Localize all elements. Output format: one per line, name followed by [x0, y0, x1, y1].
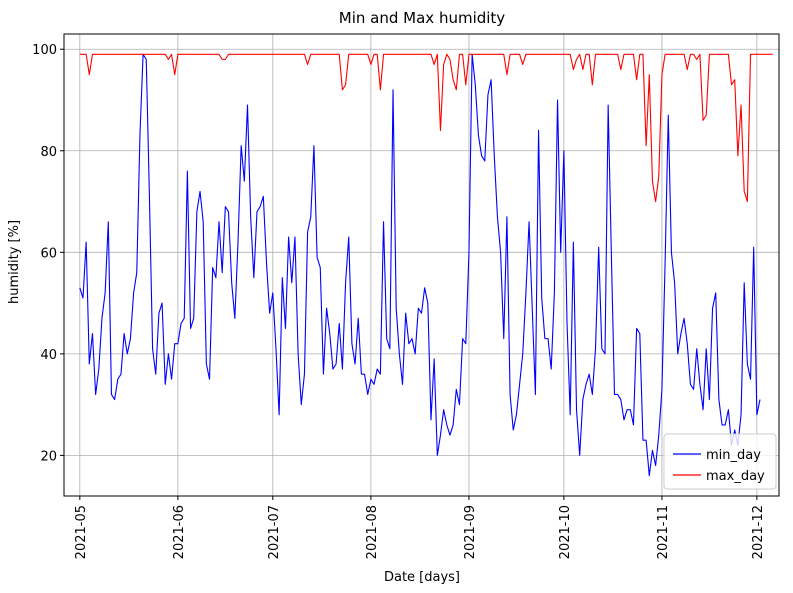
y-axis-label: humidity [%]: [7, 220, 22, 304]
x-tick-label: 2021-11: [656, 505, 671, 559]
y-tick-label: 60: [40, 246, 57, 261]
y-tick-label: 20: [40, 449, 57, 464]
legend: min_day max_day: [663, 433, 777, 490]
x-tick-label: 2021-06: [172, 505, 187, 559]
x-tick-label: 2021-10: [558, 505, 573, 559]
grid-lines: [64, 34, 779, 496]
series-line-min-day: [79, 53, 761, 477]
series-lines: [79, 53, 773, 477]
x-tick-label: 2021-08: [365, 505, 380, 559]
y-tick-label: 40: [40, 348, 57, 363]
chart-title: Min and Max humidity: [339, 9, 506, 27]
x-tick-label: 2021-09: [463, 505, 478, 559]
legend-label-min-day: min_day: [706, 448, 761, 463]
x-axis-label: Date [days]: [384, 570, 460, 585]
x-tick-label: 2021-12: [751, 505, 766, 559]
plot-frame: [63, 33, 780, 497]
x-tick-label: 2021-07: [267, 505, 282, 559]
x-tick-label: 2021-05: [74, 505, 89, 559]
axis-ticks: 2021-05 2021-06 2021-07 2021-08 2021-09 2021-…: [32, 43, 766, 559]
y-tick-label: 80: [40, 145, 57, 160]
series-line-max-day: [79, 53, 773, 203]
y-tick-label: 100: [32, 43, 57, 58]
legend-label-max-day: max_day: [706, 469, 765, 484]
